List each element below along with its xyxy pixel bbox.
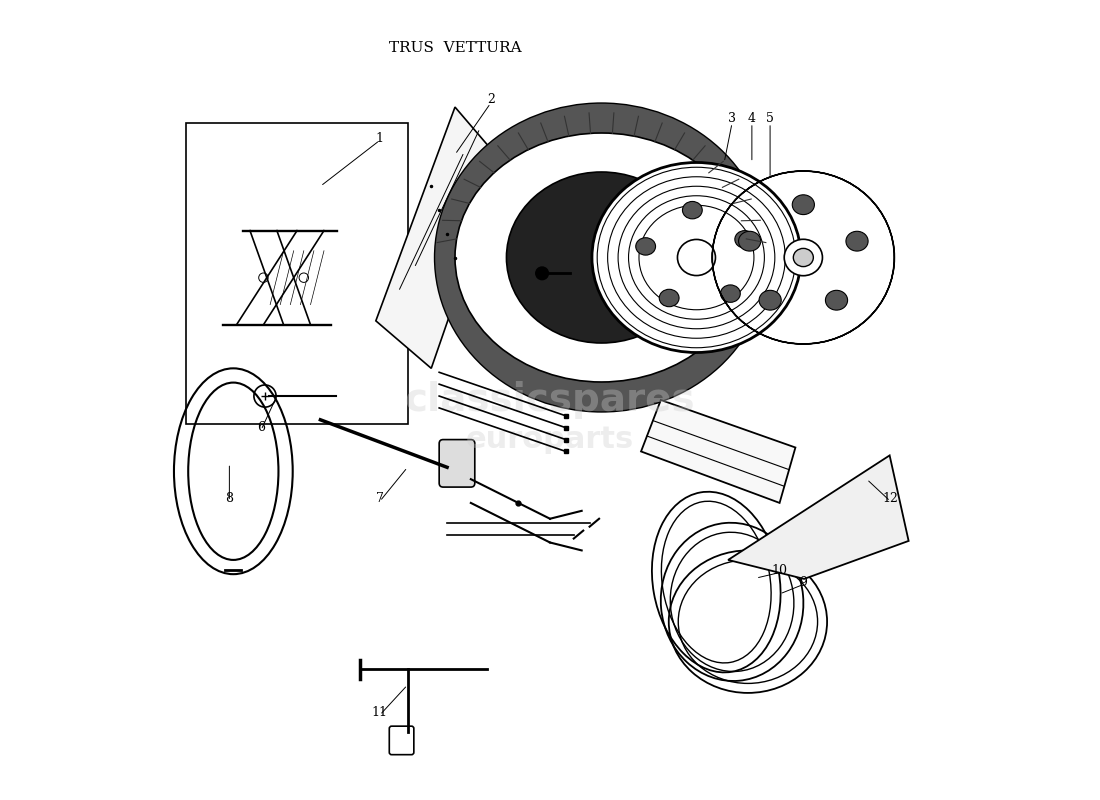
Ellipse shape (825, 290, 848, 310)
Text: 8: 8 (226, 493, 233, 506)
Ellipse shape (738, 231, 761, 251)
Ellipse shape (784, 239, 823, 276)
Text: 12: 12 (882, 493, 899, 506)
Ellipse shape (436, 104, 768, 411)
Ellipse shape (455, 133, 748, 382)
Ellipse shape (735, 230, 755, 248)
Ellipse shape (592, 162, 801, 353)
Ellipse shape (659, 290, 679, 306)
Text: 9: 9 (800, 575, 807, 589)
Ellipse shape (846, 231, 868, 251)
Ellipse shape (792, 194, 814, 214)
Polygon shape (641, 400, 795, 503)
Ellipse shape (720, 285, 740, 302)
Text: 3: 3 (728, 113, 736, 126)
Ellipse shape (636, 238, 656, 255)
Ellipse shape (759, 290, 781, 310)
Text: 5: 5 (766, 113, 774, 126)
Text: 7: 7 (376, 493, 384, 506)
Ellipse shape (793, 248, 813, 266)
Text: 1: 1 (376, 132, 384, 146)
Text: classicspares: classicspares (405, 381, 695, 419)
Text: 2: 2 (486, 93, 495, 106)
Text: 6: 6 (257, 422, 265, 434)
Text: 11: 11 (372, 706, 388, 719)
FancyBboxPatch shape (389, 726, 414, 754)
Ellipse shape (436, 104, 768, 411)
Polygon shape (728, 455, 909, 579)
Ellipse shape (506, 172, 696, 343)
Circle shape (536, 267, 549, 280)
FancyBboxPatch shape (439, 439, 475, 487)
FancyBboxPatch shape (186, 123, 407, 424)
Polygon shape (376, 107, 503, 368)
Ellipse shape (678, 239, 715, 275)
Text: TRUS  VETTURA: TRUS VETTURA (388, 41, 521, 54)
Text: europarts: europarts (466, 425, 634, 454)
Text: 10: 10 (771, 564, 788, 577)
Ellipse shape (682, 202, 702, 219)
Text: 4: 4 (748, 113, 756, 126)
